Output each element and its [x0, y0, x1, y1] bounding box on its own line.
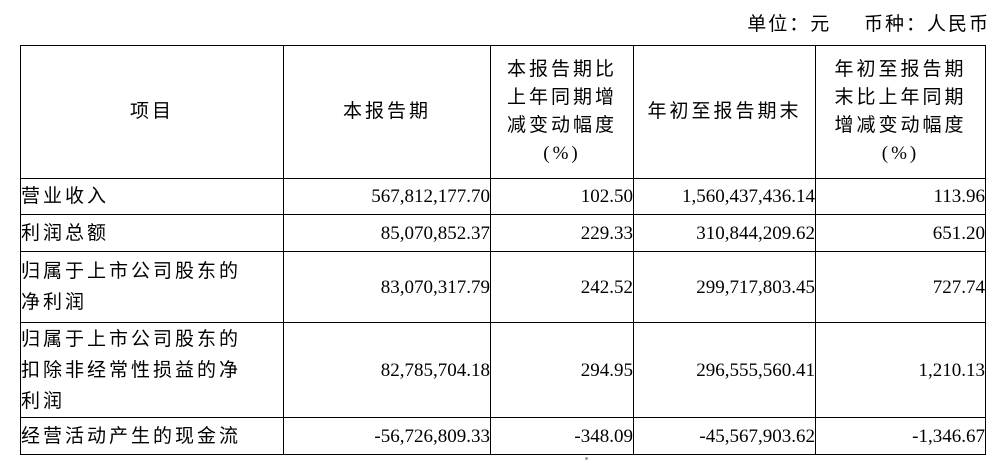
table-cell: 113.96: [815, 178, 986, 215]
table-cell: 299,717,803.45: [633, 251, 816, 323]
column-header-ytd-change-pct: 年初至报告期 末比上年同期 增减变动幅度 (%): [815, 45, 986, 179]
row-label: 利润总额: [20, 214, 284, 252]
table-cell: 229.33: [490, 214, 634, 252]
row-label: 营业收入: [20, 178, 284, 215]
table-cell: 294.95: [490, 322, 634, 418]
table-cell: 242.52: [490, 251, 634, 323]
table-cell: -348.09: [490, 417, 634, 455]
column-header-item: 项目: [20, 45, 284, 179]
table-cell: 85,070,852.37: [283, 214, 491, 252]
table-cell: 310,844,209.62: [633, 214, 816, 252]
unit-label: 单位：元: [747, 14, 832, 35]
stray-dot: [585, 457, 588, 460]
table-header-row: 项目 本报告期 本报告期比 上年同期增 减变动幅度 (%) 年初至报告期末 年初…: [20, 45, 986, 179]
table-cell: 296,555,560.41: [633, 322, 816, 418]
column-header-current-period-change-pct: 本报告期比 上年同期增 减变动幅度 (%): [490, 45, 634, 179]
table-row-net-profit: 归属于上市公司股东的 净利润 83,070,317.79 242.52 299,…: [20, 251, 986, 323]
table-cell: 727.74: [815, 251, 986, 323]
column-header-year-to-date: 年初至报告期末: [633, 45, 816, 179]
table-cell: 83,070,317.79: [283, 251, 491, 323]
row-label: 经营活动产生的现金流: [20, 417, 284, 455]
unit-currency-line: 单位：元 币种：人民币: [747, 9, 990, 36]
table-cell: -45,567,903.62: [633, 417, 816, 455]
table-cell: 567,812,177.70: [283, 178, 491, 215]
table-cell: 1,210.13: [815, 322, 986, 418]
table-cell: -1,346.67: [815, 417, 986, 455]
financial-summary-table: 项目 本报告期 本报告期比 上年同期增 减变动幅度 (%) 年初至报告期末 年初…: [20, 45, 986, 455]
row-label: 归属于上市公司股东的 净利润: [20, 251, 284, 323]
table-row-revenue: 营业收入 567,812,177.70 102.50 1,560,437,436…: [20, 178, 986, 215]
table-cell: 102.50: [490, 178, 634, 215]
row-label: 归属于上市公司股东的 扣除非经常性损益的净 利润: [20, 322, 284, 418]
table-row-total-profit: 利润总额 85,070,852.37 229.33 310,844,209.62…: [20, 214, 986, 252]
table-cell: 1,560,437,436.14: [633, 178, 816, 215]
table-cell: -56,726,809.33: [283, 417, 491, 455]
table-cell: 82,785,704.18: [283, 322, 491, 418]
table-row-operating-cash-flow: 经营活动产生的现金流 -56,726,809.33 -348.09 -45,56…: [20, 417, 986, 455]
column-header-current-period: 本报告期: [283, 45, 491, 179]
table-cell: 651.20: [815, 214, 986, 252]
currency-label: 币种：人民币: [863, 14, 990, 35]
table-row-net-profit-excl-nonrecurring: 归属于上市公司股东的 扣除非经常性损益的净 利润 82,785,704.18 2…: [20, 322, 986, 418]
